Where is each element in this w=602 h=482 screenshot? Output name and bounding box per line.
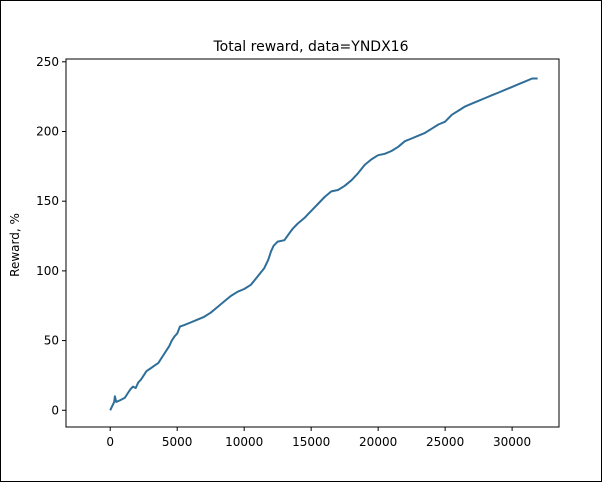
chart-title: Total reward, data=YNDX16 <box>212 39 408 55</box>
reward-line <box>109 77 538 411</box>
y-tick-label: 200 <box>36 124 59 138</box>
y-axis-label: Reward, % <box>8 213 22 277</box>
series-group <box>109 77 538 411</box>
plot-area <box>65 58 560 428</box>
x-tick-label: 30000 <box>493 435 531 449</box>
x-tick-label: 5000 <box>162 435 193 449</box>
x-tick-label: 25000 <box>426 435 464 449</box>
y-axis: 0 50 100 150 200 250 <box>36 55 66 417</box>
x-tick-label: 20000 <box>359 435 397 449</box>
y-tick-label: 50 <box>44 334 59 348</box>
y-tick-label: 0 <box>51 403 59 417</box>
y-tick-label: 100 <box>36 264 59 278</box>
y-tick-label: 250 <box>36 55 59 69</box>
x-axis: 0 5000 10000 15000 20000 25000 30000 <box>106 427 531 449</box>
x-tick-label: 15000 <box>292 435 330 449</box>
x-tick-label: 10000 <box>225 435 263 449</box>
x-tick-label: 0 <box>106 435 114 449</box>
y-tick-label: 150 <box>36 194 59 208</box>
